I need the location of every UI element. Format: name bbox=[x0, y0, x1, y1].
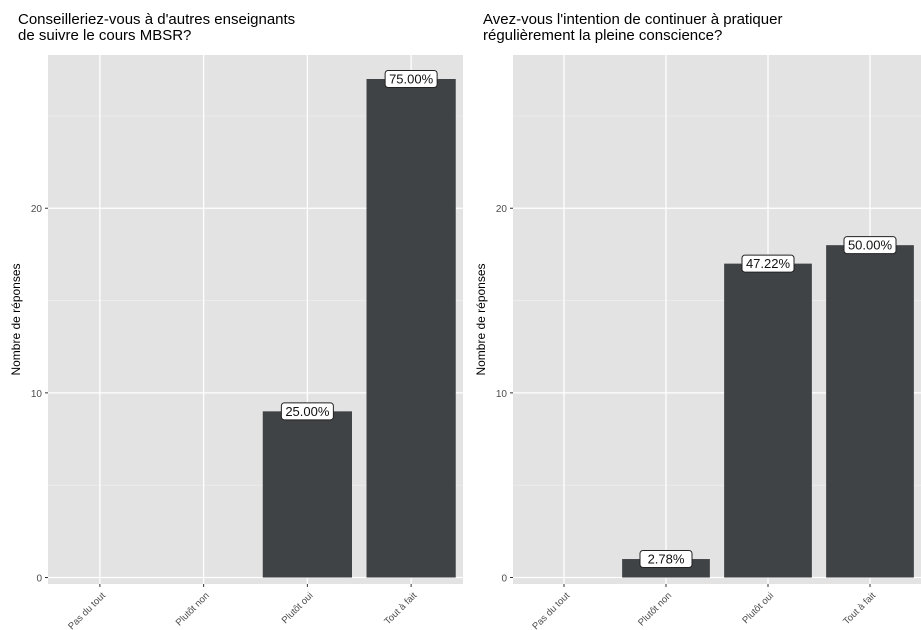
x-tick-label-plutot-non: Plutôt non bbox=[174, 590, 212, 628]
svg-text:25.00%: 25.00% bbox=[285, 404, 330, 419]
bar-plutot-oui bbox=[262, 411, 352, 578]
chart-right: Avez-vous l'intention de continuer à pra… bbox=[474, 11, 921, 630]
x-tick-label-pas-du-tout: Pas du tout bbox=[66, 590, 108, 630]
chart-left: Conseilleriez-vous à d'autres enseignant… bbox=[9, 11, 463, 630]
x-tick-label-plutot-non: Plutôt non bbox=[636, 590, 674, 628]
y-tick-label: 0 bbox=[36, 574, 42, 585]
data-label-plutot-oui: 25.00% bbox=[280, 402, 334, 421]
svg-text:50.00%: 50.00% bbox=[848, 238, 893, 253]
y-tick-label: 20 bbox=[31, 204, 43, 215]
bar-tout-a-fait bbox=[366, 79, 456, 578]
y-axis-label: Nombre de réponses bbox=[9, 263, 23, 375]
svg-text:75.00%: 75.00% bbox=[389, 72, 434, 87]
svg-text:2.78%: 2.78% bbox=[648, 552, 685, 567]
data-label-plutot-non: 2.78% bbox=[639, 550, 693, 569]
y-tick-label: 10 bbox=[31, 389, 43, 400]
x-tick-label-tout-a-fait: Tout à fait bbox=[382, 590, 419, 627]
bar-tout-a-fait bbox=[826, 245, 914, 578]
x-tick-label-pas-du-tout: Pas du tout bbox=[530, 590, 572, 630]
chart-title: Avez-vous l'intention de continuer à pra… bbox=[483, 11, 782, 44]
x-tick-label-plutot-oui: Plutôt oui bbox=[740, 590, 776, 626]
y-tick-label: 0 bbox=[501, 574, 507, 585]
chart-title: Conseilleriez-vous à d'autres enseignant… bbox=[18, 11, 295, 44]
x-tick-label-tout-a-fait: Tout à fait bbox=[841, 590, 878, 627]
data-label-tout-a-fait: 50.00% bbox=[843, 236, 897, 255]
svg-text:47.22%: 47.22% bbox=[746, 256, 791, 271]
y-tick-label: 10 bbox=[496, 389, 508, 400]
x-tick-label-plutot-oui: Plutôt oui bbox=[280, 590, 316, 626]
data-label-plutot-oui: 47.22% bbox=[741, 254, 795, 273]
y-tick-label: 20 bbox=[496, 204, 508, 215]
y-axis-label: Nombre de réponses bbox=[474, 263, 488, 375]
bar-plutot-oui bbox=[724, 263, 812, 578]
data-label-tout-a-fait: 75.00% bbox=[384, 70, 438, 89]
